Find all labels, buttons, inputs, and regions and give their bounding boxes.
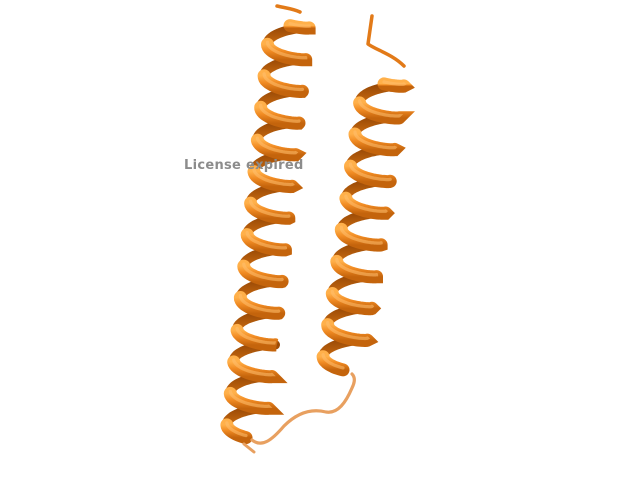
helix-left-highlight bbox=[265, 40, 308, 60]
helix-right-highlight bbox=[357, 99, 404, 118]
helix-right-highlight bbox=[382, 80, 407, 86]
helix-left-highlight bbox=[238, 293, 281, 313]
helix-left-front-turn bbox=[283, 19, 316, 35]
helix-left-highlight bbox=[235, 326, 277, 345]
helix-left-highlight bbox=[259, 103, 301, 123]
helix-left-highlight bbox=[245, 230, 288, 250]
helix-right-highlight bbox=[339, 225, 383, 245]
helix-left-highlight bbox=[228, 389, 273, 409]
loop-top-left bbox=[275, 4, 302, 14]
helix-left-highlight bbox=[255, 136, 299, 155]
helix-right-highlight bbox=[321, 353, 345, 370]
helix-left bbox=[220, 19, 316, 445]
helix-right-highlight bbox=[326, 320, 371, 341]
helix-left-highlight bbox=[288, 21, 311, 28]
helix-right bbox=[316, 77, 415, 377]
loop-bottom bbox=[250, 372, 356, 445]
helix-left-highlight bbox=[262, 72, 305, 92]
helix-left-highlight bbox=[242, 262, 284, 282]
helix-left-highlight bbox=[225, 421, 248, 438]
helix-right-highlight bbox=[330, 289, 375, 309]
helix-right-highlight bbox=[348, 162, 392, 182]
helix-right-highlight bbox=[344, 194, 388, 213]
loop-top-right bbox=[366, 14, 406, 68]
watermark-text: License expired bbox=[184, 158, 304, 173]
helix-right-highlight bbox=[335, 257, 379, 277]
helix-right-front-turn bbox=[377, 77, 415, 93]
loop-bottom-end bbox=[242, 442, 256, 454]
helix-right-highlight bbox=[353, 130, 398, 150]
helix-left-highlight bbox=[248, 199, 291, 218]
loop-segments bbox=[242, 4, 406, 454]
helix-left-highlight bbox=[252, 168, 295, 187]
helix-left-highlight bbox=[232, 358, 276, 377]
